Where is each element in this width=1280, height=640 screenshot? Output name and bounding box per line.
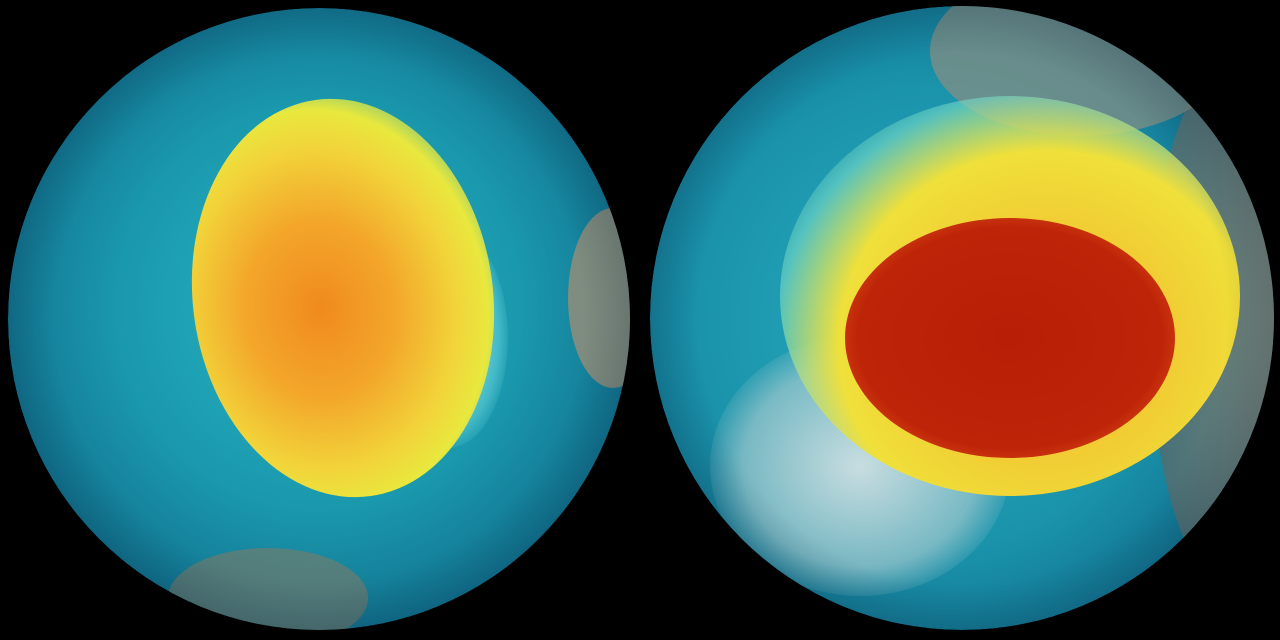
left-globe — [8, 8, 630, 630]
globe-shade — [8, 8, 630, 630]
globe-shade — [650, 6, 1274, 630]
right-globe — [650, 6, 1274, 630]
